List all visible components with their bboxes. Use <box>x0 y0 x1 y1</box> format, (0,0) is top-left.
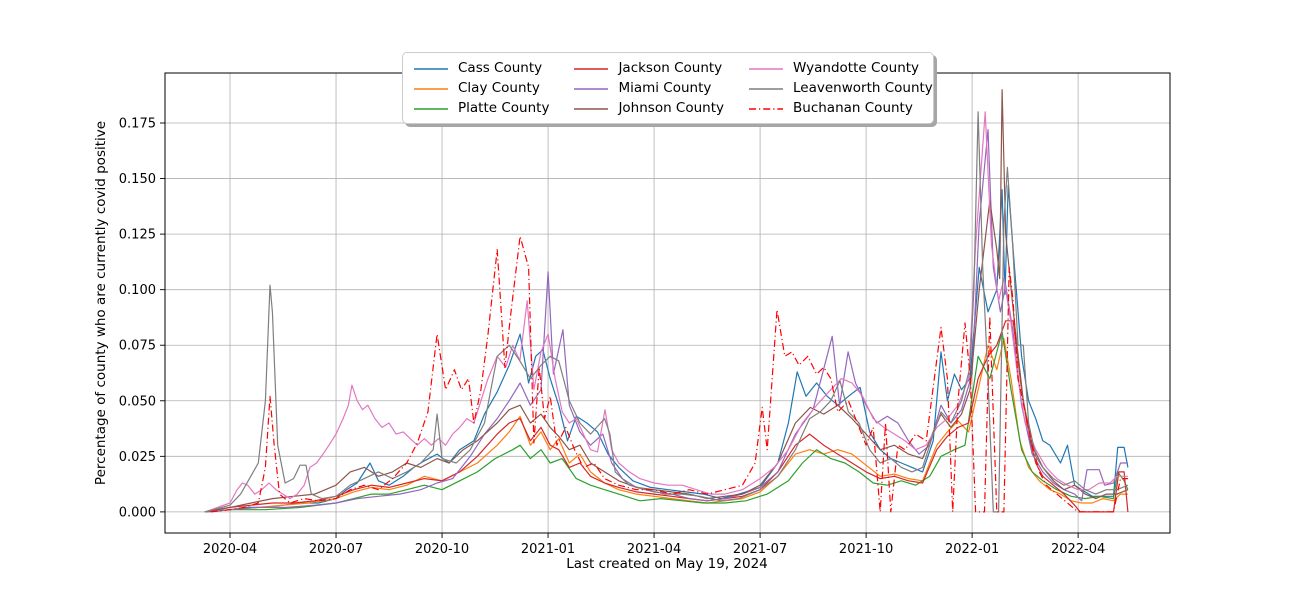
series-line-platte-county <box>204 331 1129 513</box>
x-tick-label: 2021-07 <box>733 542 787 557</box>
x-tick-label: 2021-04 <box>627 542 681 557</box>
x-tick-label: 2022-04 <box>1051 542 1105 557</box>
legend-item-clay-county: Clay County <box>413 79 549 97</box>
legend-line-sample <box>574 67 609 70</box>
legend-line-sample <box>574 87 609 90</box>
x-tick-label: 2020-04 <box>203 542 257 557</box>
y-tick-label: 0.050 <box>119 394 156 409</box>
legend-column: Cass County Clay County Platte County <box>413 59 549 117</box>
legend-label: Platte County <box>458 100 550 116</box>
legend-item-johnson-county: Johnson County <box>573 99 724 117</box>
legend-label: Leavenworth County <box>793 80 933 96</box>
legend-label: Miami County <box>618 80 712 96</box>
legend-label: Johnson County <box>618 100 725 116</box>
series-line-buchanan-county <box>210 235 1128 513</box>
legend-column: Jackson County Miami County Johnson County <box>573 59 724 117</box>
x-axis-label: Last created on May 19, 2024 <box>566 556 768 572</box>
legend-label: Cass County <box>458 60 543 76</box>
series-line-wyandotte-county <box>204 111 1128 513</box>
legend-column: Wyandotte County Leavenworth County Buchan… <box>748 59 933 117</box>
x-tick-label: 2021-10 <box>839 542 893 557</box>
legend: Cass County Clay County Platte County Jacks… <box>402 52 934 124</box>
y-axis-label: Percentage of county who are currently c… <box>93 120 109 486</box>
y-tick-label: 0.000 <box>119 505 156 520</box>
series-line-leavenworth-county <box>204 111 1129 513</box>
legend-label: Buchanan County <box>793 100 913 116</box>
series-line-miami-county <box>204 129 1128 513</box>
legend-item-leavenworth-county: Leavenworth County <box>748 79 933 97</box>
legend-item-wyandotte-county: Wyandotte County <box>748 59 933 77</box>
legend-line-sample <box>749 67 784 70</box>
legend-item-cass-county: Cass County <box>413 59 549 77</box>
legend-line-sample <box>574 107 609 110</box>
y-tick-label: 0.100 <box>119 283 156 298</box>
x-tick-label: 2020-10 <box>415 542 469 557</box>
legend-item-miami-county: Miami County <box>573 79 724 97</box>
legend-line-sample <box>749 107 784 110</box>
legend-line-sample <box>414 87 448 90</box>
legend-item-jackson-county: Jackson County <box>573 59 724 77</box>
x-tick-label: 2021-01 <box>521 542 575 557</box>
legend-item-buchanan-county: Buchanan County <box>748 99 933 117</box>
legend-label: Clay County <box>458 80 540 96</box>
y-tick-label: 0.025 <box>119 450 156 465</box>
legend-item-platte-county: Platte County <box>413 99 549 117</box>
y-tick-label: 0.175 <box>119 117 156 132</box>
legend-line-sample <box>414 107 448 110</box>
legend-label: Wyandotte County <box>793 60 920 76</box>
legend-label: Jackson County <box>618 60 723 76</box>
y-tick-label: 0.075 <box>119 339 156 354</box>
legend-line-sample <box>749 87 784 90</box>
y-tick-label: 0.150 <box>119 172 156 187</box>
x-tick-label: 2020-07 <box>309 542 363 557</box>
y-tick-label: 0.125 <box>119 228 156 243</box>
x-tick-label: 2022-01 <box>945 542 999 557</box>
legend-line-sample <box>414 67 448 70</box>
